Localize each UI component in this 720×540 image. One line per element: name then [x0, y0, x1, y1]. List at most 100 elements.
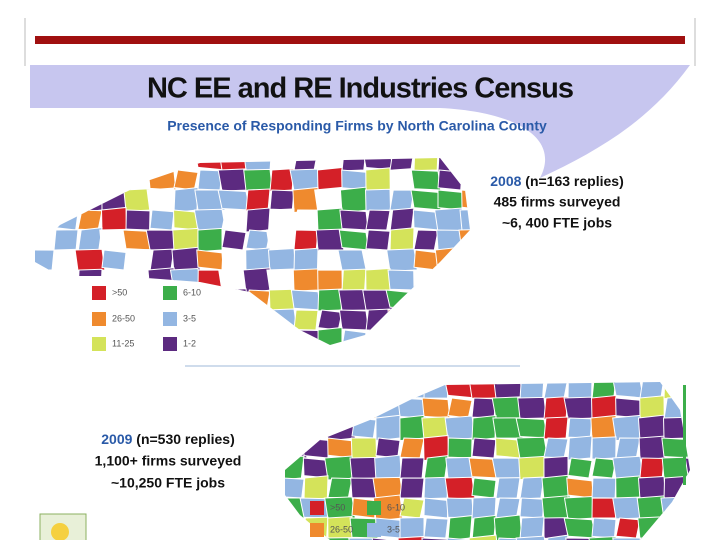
legend-swatch: [310, 523, 324, 537]
legend-swatch: [163, 286, 177, 300]
county: [35, 186, 58, 214]
county: [351, 417, 377, 439]
county: [591, 497, 617, 519]
county: [197, 227, 223, 253]
county: [146, 187, 178, 213]
county: [461, 189, 470, 211]
county: [446, 537, 474, 540]
county: [350, 437, 378, 459]
county: [517, 396, 547, 420]
county: [324, 382, 356, 399]
county: [266, 308, 298, 332]
legend-label: 3-5: [387, 524, 400, 534]
county: [317, 309, 343, 331]
county: [301, 382, 331, 399]
county: [147, 169, 177, 191]
county: [293, 247, 319, 273]
coast: [683, 385, 686, 485]
county: [269, 158, 295, 172]
county: [244, 327, 272, 345]
county: [447, 437, 473, 459]
county: [461, 167, 470, 193]
county: [638, 435, 666, 461]
map-2009: [285, 382, 690, 540]
county: [35, 169, 56, 191]
county: [77, 186, 103, 214]
info-2008: 2008 (n=163 replies): [490, 173, 623, 189]
county: [566, 477, 594, 499]
county: [317, 269, 343, 291]
county: [362, 158, 394, 171]
legend-swatch: [92, 312, 106, 326]
county: [285, 382, 305, 399]
county: [444, 415, 476, 441]
county: [435, 289, 465, 311]
county: [437, 269, 463, 291]
county: [687, 477, 690, 499]
county: [515, 436, 549, 460]
county: [461, 269, 470, 291]
county: [687, 417, 690, 439]
county: [125, 289, 151, 311]
county: [218, 328, 250, 345]
legend-swatch: [163, 337, 177, 351]
detail: (n=163 replies): [525, 173, 623, 189]
county: [588, 535, 620, 540]
county: [77, 209, 103, 231]
county: [495, 537, 521, 540]
county: [639, 382, 665, 399]
county: [341, 268, 367, 292]
county: [413, 326, 439, 345]
county: [53, 168, 79, 192]
county: [423, 497, 449, 519]
county: [302, 397, 330, 419]
county: [293, 309, 319, 331]
county: [410, 169, 442, 191]
county: [245, 289, 271, 311]
county: [591, 457, 617, 479]
county: [269, 208, 295, 232]
county: [615, 517, 641, 539]
county: [493, 514, 523, 540]
county: [389, 158, 415, 171]
county: [591, 517, 617, 539]
county: [365, 229, 391, 251]
county: [35, 226, 56, 254]
county: [519, 516, 545, 540]
county: [615, 397, 641, 419]
county: [444, 476, 476, 500]
county: [221, 249, 247, 271]
county: [686, 516, 690, 540]
county: [317, 326, 343, 345]
county: [687, 382, 690, 401]
county: [515, 417, 549, 439]
county: [193, 208, 227, 232]
county: [77, 169, 103, 191]
legend-label: 11-25: [112, 338, 134, 348]
county: [51, 158, 81, 171]
county: [349, 456, 379, 480]
county: [303, 437, 329, 459]
county: [341, 169, 367, 191]
county: [519, 497, 545, 519]
county: [660, 496, 690, 520]
county: [385, 289, 419, 311]
county: [245, 188, 271, 212]
county: [316, 207, 344, 233]
county: [293, 209, 319, 231]
legend-swatch: [310, 501, 324, 515]
county: [196, 249, 224, 271]
county: [612, 537, 644, 540]
county: [77, 227, 103, 253]
county: [563, 517, 597, 539]
county: [421, 537, 451, 540]
county: [413, 269, 439, 291]
county: [338, 309, 370, 331]
county: [53, 209, 79, 231]
legend-label: 26-50: [330, 524, 353, 534]
county: [543, 416, 569, 440]
county: [492, 382, 524, 399]
county: [245, 309, 271, 331]
year: 2008: [490, 173, 521, 189]
